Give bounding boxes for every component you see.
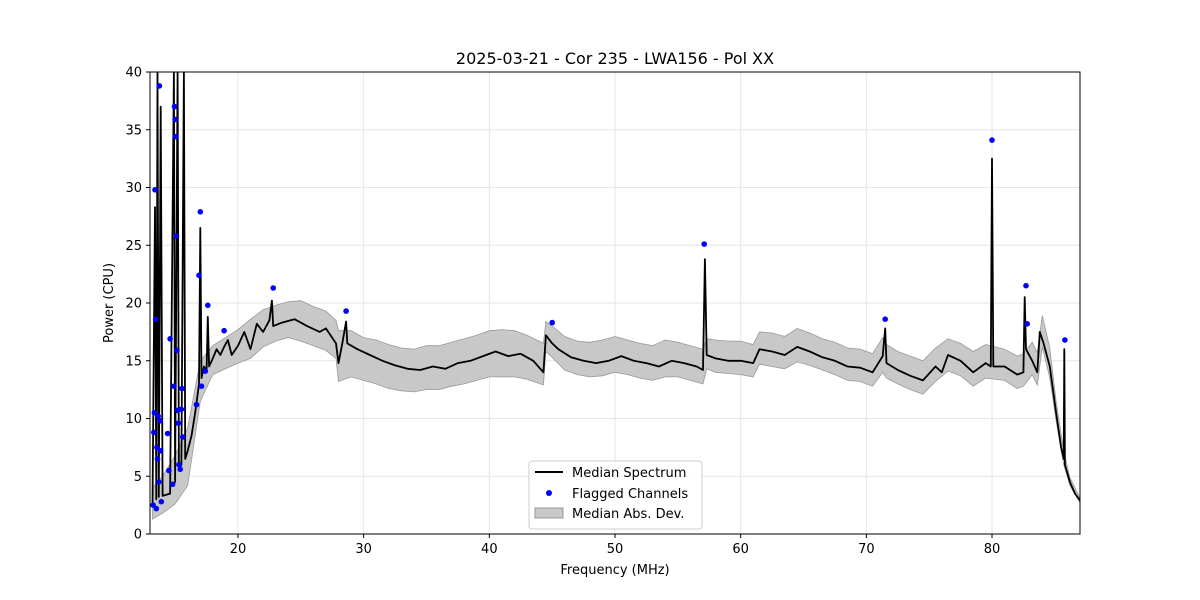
flagged-channel-point (178, 406, 185, 413)
flagged-channel-point (171, 103, 178, 110)
flagged-channel-point (882, 316, 888, 323)
legend-box (528, 460, 703, 530)
flagged-channel-point (177, 466, 183, 473)
y-tick-label: 5 (134, 470, 142, 485)
flagged-channel-point (153, 505, 160, 512)
flagged-channel-point (164, 430, 171, 437)
y-tick-label: 40 (125, 66, 142, 81)
flagged-channel-point (198, 383, 205, 390)
x-tick-label: 60 (732, 542, 749, 557)
flagged-channel-point (270, 285, 277, 291)
legend: Median Spectrum Flagged Channels Median … (528, 460, 703, 530)
legend-flagged-label: Flagged Channels (572, 487, 688, 502)
x-axis-label: Frequency (MHz) (560, 563, 669, 578)
flagged-channel-point (179, 385, 185, 392)
y-tick-label: 10 (125, 412, 142, 427)
flagged-channel-point (173, 133, 179, 140)
flagged-channel-point (202, 368, 209, 374)
flagged-channel-point (166, 467, 172, 474)
flagged-channel-point (173, 233, 180, 239)
flagged-channel-point (549, 319, 555, 326)
y-tick-label: 30 (125, 181, 142, 196)
flagged-channel-point (196, 272, 202, 279)
flagged-channel-point (171, 383, 177, 390)
flagged-channel-point (157, 448, 164, 454)
flagged-channel-point (154, 456, 161, 462)
flagged-channel-point (156, 83, 163, 89)
flagged-channel-point (205, 302, 211, 309)
y-tick-label: 0 (134, 528, 142, 543)
legend-mad-label: Median Abs. Dev. (572, 507, 684, 522)
legend-flagged-swatch (546, 490, 552, 496)
flagged-channel-point (154, 444, 160, 451)
x-tick-label: 20 (230, 542, 247, 557)
flagged-channel-point (989, 137, 995, 143)
y-tick-label: 25 (125, 239, 142, 254)
flagged-channel-point (343, 308, 349, 314)
flagged-channel-point (193, 401, 200, 408)
flagged-channel-point (175, 420, 182, 426)
flagged-channel-point (1023, 282, 1029, 289)
flagged-channel-point (179, 434, 186, 440)
y-tick-label: 35 (125, 123, 142, 138)
flagged-channel-point (174, 347, 180, 354)
flagged-channel-point (176, 461, 182, 468)
x-tick-label: 80 (984, 542, 1001, 557)
flagged-channel-point (152, 187, 158, 193)
flagged-channel-point (1062, 337, 1068, 343)
flagged-channel-point (157, 418, 163, 424)
flagged-channel-points (150, 83, 1068, 512)
x-tick-label: 50 (607, 542, 624, 557)
chart-title: 2025-03-21 - Cor 235 - LWA156 - Pol XX (456, 49, 774, 68)
flagged-channel-point (156, 479, 162, 485)
y-tick-label: 15 (125, 354, 142, 369)
legend-mad-swatch (534, 507, 564, 519)
y-tick-label: 20 (125, 297, 142, 312)
x-axis: 20 30 40 50 60 70 80 (230, 534, 1001, 557)
y-axis: 0 5 10 15 20 25 30 35 40 (125, 66, 150, 543)
flagged-channel-point (158, 498, 165, 505)
flagged-channel-point (151, 429, 157, 436)
y-axis-label: Power (CPU) (102, 263, 117, 343)
legend-median-label: Median Spectrum (572, 466, 686, 481)
x-tick-label: 70 (858, 542, 875, 557)
flagged-channel-point (172, 116, 178, 123)
flagged-channel-point (155, 413, 161, 420)
flagged-channel-point (197, 209, 204, 215)
flagged-channel-point (152, 316, 159, 323)
flagged-channel-point (701, 241, 707, 247)
x-tick-label: 30 (355, 542, 372, 557)
flagged-channel-point (169, 481, 176, 488)
plot-area (149, 71, 1081, 535)
flagged-channel-point (167, 336, 173, 342)
mad-band-area (152, 300, 1080, 520)
flagged-channel-point (151, 409, 158, 416)
x-tick-label: 40 (481, 542, 498, 557)
flagged-channel-point (1024, 321, 1030, 327)
flagged-channel-point (221, 327, 227, 334)
